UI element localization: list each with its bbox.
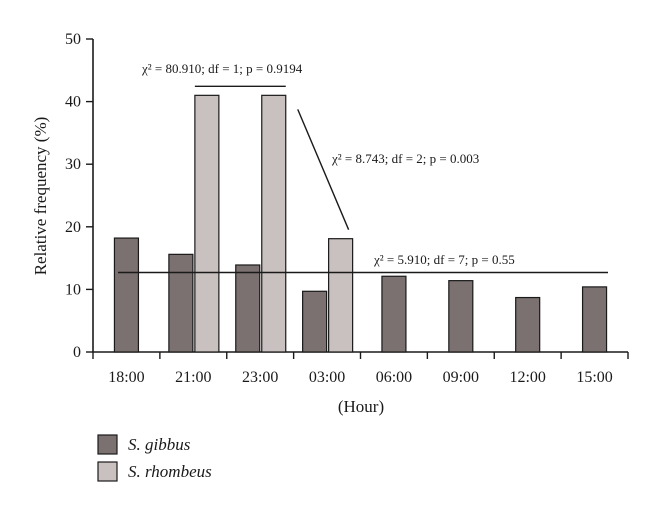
annotations: χ² = 80.910; df = 1; p = 0.9194 χ² = 8.74…	[118, 61, 608, 274]
bar-rhombeus-0300	[328, 238, 354, 353]
legend-label-rhombeus: S. rhombeus	[128, 462, 212, 481]
x-tick-label: 15:00	[576, 369, 612, 386]
annotation-text-2: χ² = 8.743; df = 2; p = 0.003	[331, 151, 479, 166]
legend-swatch-gibbus	[97, 434, 118, 455]
legend-label-gibbus: S. gibbus	[128, 435, 191, 454]
bar-gibbus-1200	[515, 296, 541, 353]
bar-gibbus-0300	[302, 290, 328, 353]
x-axis-title: (Hour)	[338, 397, 384, 416]
bar-gibbus-0600	[381, 275, 407, 353]
x-tick-label: 09:00	[443, 369, 479, 386]
legend-swatch-rhombeus	[97, 461, 118, 482]
legend: S. gibbus S. rhombeus	[97, 434, 212, 482]
x-tick-label: 06:00	[376, 369, 412, 386]
bars	[113, 94, 608, 353]
bar-gibbus-0900	[448, 280, 474, 353]
x-tick-label: 18:00	[108, 369, 144, 386]
y-tick-label: 20	[65, 219, 81, 236]
bar-gibbus-1500	[581, 286, 608, 353]
y-tick-label: 50	[65, 31, 81, 48]
annotation-text-3: χ² = 5.910; df = 7; p = 0.55	[373, 252, 515, 267]
y-tick-label: 30	[65, 156, 81, 173]
annotation-text-1: χ² = 80.910; df = 1; p = 0.9194	[141, 61, 303, 76]
y-tick-label: 40	[65, 94, 81, 111]
y-ticks: 0 10 20 30 40 50	[65, 31, 93, 361]
bar-gibbus-2300	[235, 264, 261, 353]
x-tick-label: 21:00	[175, 369, 211, 386]
bar-rhombeus-2300	[261, 94, 287, 353]
x-tick-label: 12:00	[509, 369, 545, 386]
y-tick-label: 0	[73, 344, 81, 361]
x-tick-label: 23:00	[242, 369, 278, 386]
annotation-line-2	[297, 109, 350, 230]
bar-gibbus-1800	[113, 237, 140, 353]
bar-gibbus-2100	[168, 253, 194, 353]
x-ticks: 18:00 21:00 23:00 03:00 06:00 09:00 12:00 15:00	[92, 352, 629, 386]
x-tick-label: 03:00	[309, 369, 345, 386]
bar-rhombeus-2100	[194, 94, 220, 353]
y-tick-label: 10	[65, 281, 81, 298]
y-axis-title: Relative frequency (%)	[31, 117, 50, 276]
